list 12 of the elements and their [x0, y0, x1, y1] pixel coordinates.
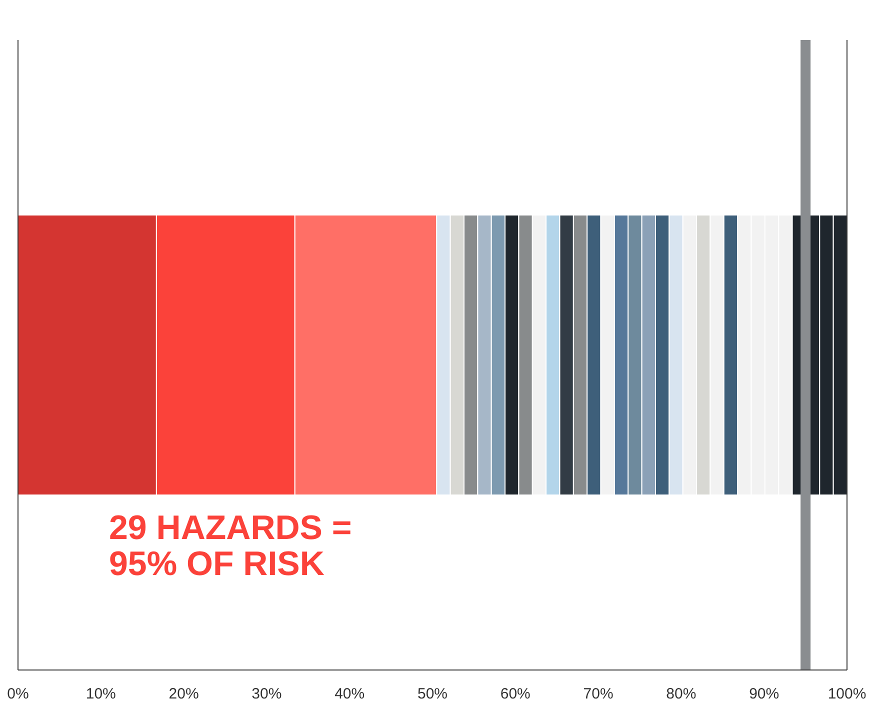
x-tick-label: 70%: [583, 686, 614, 703]
x-tick-label: 80%: [666, 686, 696, 703]
x-tick-label: 100%: [828, 686, 866, 703]
x-tick-label: 90%: [749, 686, 780, 703]
x-tick-label: 20%: [168, 686, 199, 703]
x-tick-label: 40%: [334, 686, 365, 703]
x-tick-label: 60%: [500, 686, 530, 703]
x-tick-label: 10%: [86, 686, 116, 703]
x-tick-label: 0%: [7, 686, 29, 703]
annotation: 29 HAZARDS = 95% OF RISK: [109, 509, 352, 583]
x-tick-label: 30%: [252, 686, 282, 703]
x-tick-label: 50%: [417, 686, 448, 703]
